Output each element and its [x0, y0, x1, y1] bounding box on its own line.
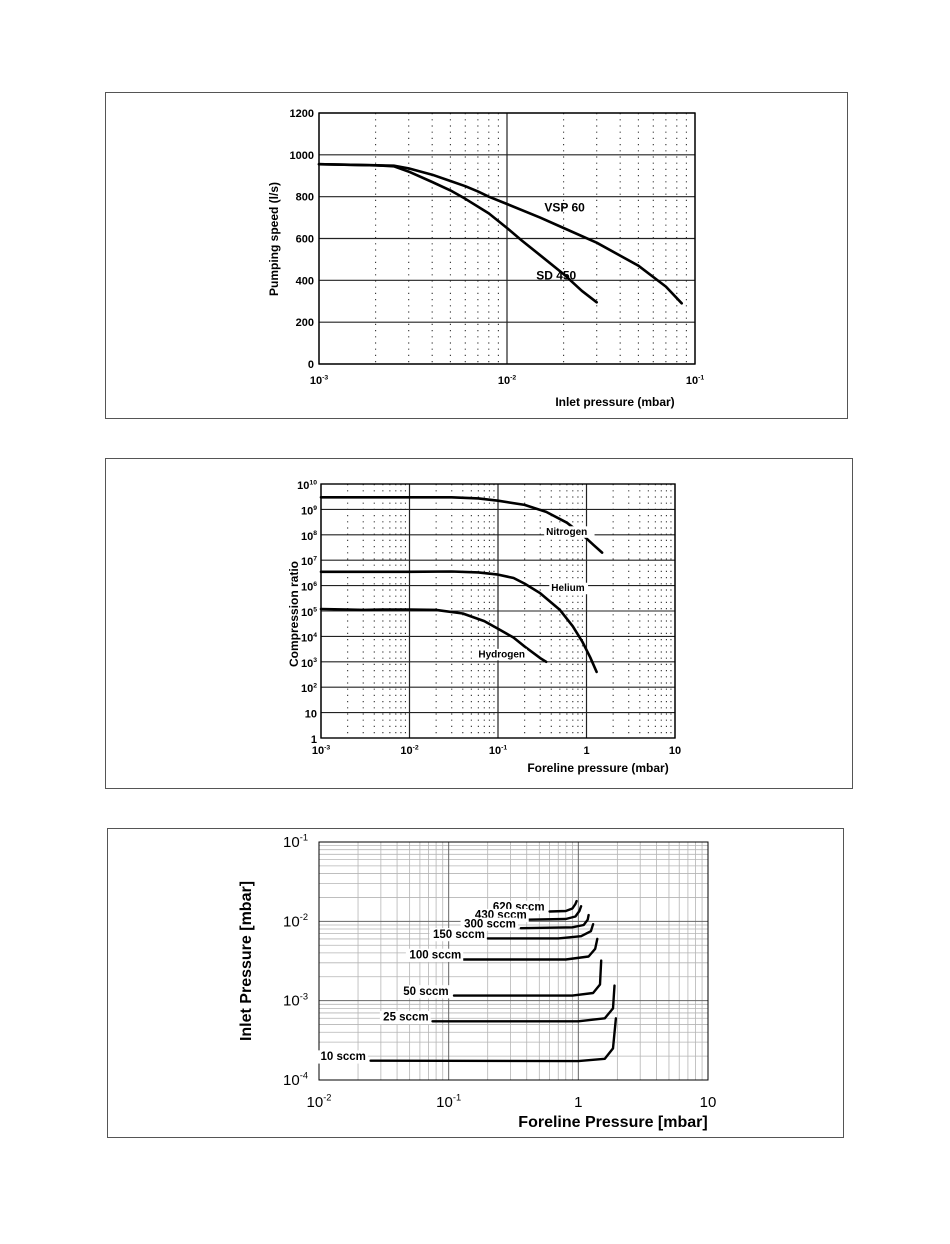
compression-ratio-chart: 10-3 10-2 10-1 1 10 1 10 102 103 104 105 106 107 108 1…: [287, 479, 681, 775]
y-tick-label: 104: [301, 632, 317, 645]
series-label-bg: [399, 985, 451, 999]
series-group: [319, 496, 604, 674]
y-tick-label: 103: [301, 657, 317, 670]
x-tick-label: 10: [669, 745, 681, 757]
pumping-speed-chart: 10-3 10-2 10-1 0 200 400 600 800 1000 1200 Inlet p…: [267, 108, 705, 409]
series-label-bg: [549, 582, 589, 595]
x-tick-label: 10-2: [400, 744, 419, 757]
series-label-bg: [317, 1050, 368, 1064]
grid: [318, 841, 709, 1081]
series-label: Helium: [551, 583, 584, 594]
series-line-helium: [319, 570, 598, 674]
x-tick-label: 10: [700, 1094, 717, 1111]
x-tick-label: 10-1: [436, 1093, 461, 1111]
inlet-vs-foreline-chart-panel: 10-2 10-1 1 10 10-4 10-3 10-2 10-1 Foreline Pres…: [107, 828, 844, 1138]
series-label: 100 sccm: [409, 950, 461, 962]
series-line-sd-450: [317, 162, 598, 304]
y-axis-label: Pumping speed (l/s): [267, 182, 281, 296]
x-tick-label: 1: [583, 745, 589, 757]
x-axis-label: Foreline Pressure [mbar]: [518, 1114, 707, 1131]
y-tick-label: 106: [301, 581, 317, 594]
series-label: VSP 60: [544, 201, 585, 215]
x-tick-label: 10-1: [686, 374, 705, 387]
series-label-bg: [460, 917, 518, 931]
series-line-vsp-60: [317, 162, 683, 305]
series-line-25-sccm: [431, 984, 616, 1023]
series-label-bg: [379, 1010, 431, 1025]
series-label-bg: [429, 928, 487, 942]
series-line-300-sccm: [519, 913, 590, 930]
plot-frame: [318, 841, 709, 1081]
series-label: 150 sccm: [433, 929, 485, 941]
series-line-100-sccm: [462, 937, 599, 961]
y-tick-label: 10-1: [283, 833, 308, 851]
y-tick-label: 108: [301, 530, 317, 543]
series-label: 300 sccm: [464, 918, 516, 930]
y-tick-label: 1: [311, 734, 317, 746]
pumping-speed-chart-panel: 10-3 10-2 10-1 0 200 400 600 800 1000 1200 Inlet p…: [105, 92, 848, 419]
x-tick-label: 10-1: [489, 744, 508, 757]
series-line-nitrogen: [319, 496, 604, 554]
series-label: Hydrogen: [478, 649, 525, 660]
y-tick-label: 10-2: [283, 912, 308, 930]
y-tick-label: 102: [301, 683, 317, 696]
grid: [318, 112, 696, 365]
series-label: 25 sccm: [383, 1012, 428, 1024]
series-line-150-sccm: [486, 923, 595, 940]
plot-frame: [320, 483, 676, 739]
y-tick-label: 800: [296, 192, 314, 204]
compression-ratio-chart-panel: 10-3 10-2 10-1 1 10 1 10 102 103 104 105 106 107 108 1…: [105, 458, 853, 789]
series-label: SD 450: [536, 268, 576, 282]
y-tick-label: 105: [301, 606, 317, 619]
y-tick-label: 10-4: [283, 1071, 308, 1089]
x-tick-label: 10-3: [310, 374, 329, 387]
series-label: Nitrogen: [546, 527, 587, 538]
series-group: [369, 899, 618, 1063]
y-tick-label: 200: [296, 317, 314, 329]
x-tick-label: 1: [574, 1094, 582, 1111]
x-axis-label: Foreline pressure (mbar): [527, 761, 668, 775]
series-line-hydrogen: [319, 607, 548, 664]
x-tick-label: 10-2: [307, 1093, 332, 1111]
y-tick-label: 10-3: [283, 991, 308, 1009]
y-tick-label: 109: [301, 505, 317, 518]
x-tick-label: 10-3: [312, 744, 331, 757]
y-tick-label: 1200: [290, 108, 314, 120]
y-tick-label: 400: [296, 275, 314, 287]
series-line-430-sccm: [525, 905, 583, 921]
y-tick-label: 0: [308, 359, 314, 371]
series-line-620-sccm: [548, 899, 578, 913]
y-tick-label: 107: [301, 556, 317, 569]
series-label: 10 sccm: [320, 1051, 365, 1063]
series-line-10-sccm: [369, 1017, 618, 1063]
y-axis-label: Inlet Pressure [mbar]: [238, 881, 255, 1041]
plot-frame: [318, 112, 696, 365]
series-group: [317, 162, 683, 305]
series-label-bg: [405, 948, 464, 962]
x-axis-label: Inlet pressure (mbar): [555, 395, 674, 409]
series-label-bg: [476, 648, 527, 661]
series-line-50-sccm: [452, 959, 603, 997]
y-tick-label: 600: [296, 234, 314, 246]
series-label: 50 sccm: [403, 986, 448, 998]
x-tick-label: 10-2: [498, 374, 517, 387]
series-label-bg: [544, 526, 595, 538]
inlet-vs-foreline-chart: 10-2 10-1 1 10 10-4 10-3 10-2 10-1 Foreline Pres…: [238, 833, 717, 1131]
grid: [320, 483, 676, 739]
y-tick-label: 1000: [290, 150, 314, 162]
y-tick-label: 1010: [297, 479, 317, 492]
y-tick-label: 10: [305, 709, 317, 721]
y-axis-label: Compression ratio: [287, 561, 301, 667]
